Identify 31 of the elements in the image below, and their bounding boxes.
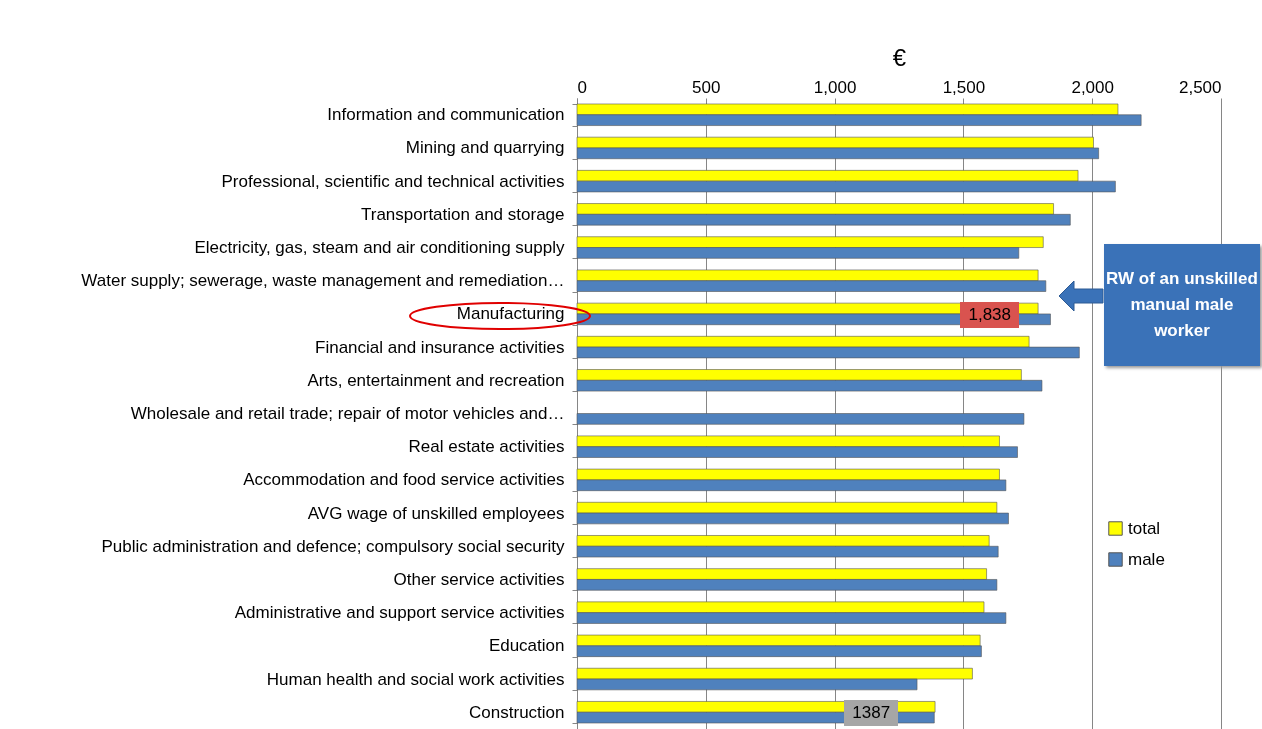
x-tick-label: 2,000 <box>1071 77 1114 97</box>
annotation: 1387 <box>844 700 899 727</box>
y-tick-label: Transportation and storage <box>361 204 565 224</box>
x-tick-label: 1,000 <box>813 77 857 97</box>
y-tick-label: Arts, entertainment and recreation <box>307 370 565 390</box>
y-tick-label: Real estate activities <box>408 437 565 457</box>
y-tick-label: Administrative and support service activities <box>234 603 565 623</box>
legend-label: total <box>1128 518 1161 538</box>
x-axis-title: € <box>892 43 907 71</box>
y-tick-label: Electricity, gas, steam and air conditioning supply <box>194 238 565 258</box>
x-tick-label: 1,500 <box>942 77 986 97</box>
y-tick-label: Water supply; sewerage, waste management and remediation… <box>81 271 565 291</box>
y-tick-label: Construction <box>469 702 565 722</box>
y-tick-label: Human health and social work activities <box>266 669 565 689</box>
y-tick-label: Wholesale and retail trade; repair of motor vehicles and… <box>130 404 565 423</box>
y-tick-label: Financial and insurance activities <box>315 337 565 357</box>
y-tick-label: Mining and quarrying <box>405 138 565 158</box>
y-tick-label: AVG wage of unskilled employees <box>307 503 565 523</box>
y-tick-label: Other service activities <box>393 569 565 589</box>
y-tick-label: Manufacturing <box>456 304 565 324</box>
x-tick-label: 500 <box>692 77 721 97</box>
y-tick-label: Professional, scientific and technical activities <box>221 171 565 191</box>
y-tick-label: Education <box>488 636 565 656</box>
y-tick-label: Public administration and defence; compulsory social security <box>101 536 565 556</box>
legend-label: male <box>1128 549 1165 569</box>
annotation: 1,838 <box>960 301 1020 328</box>
callout-box: RW of an unskilled manual male worker <box>1104 244 1260 366</box>
y-tick-label: Accommodation and food service activities <box>243 470 565 490</box>
x-tick-label: 0 <box>577 77 587 97</box>
y-tick-label: Information and communication <box>327 105 565 125</box>
x-tick-label: 2,500 <box>1178 77 1222 97</box>
